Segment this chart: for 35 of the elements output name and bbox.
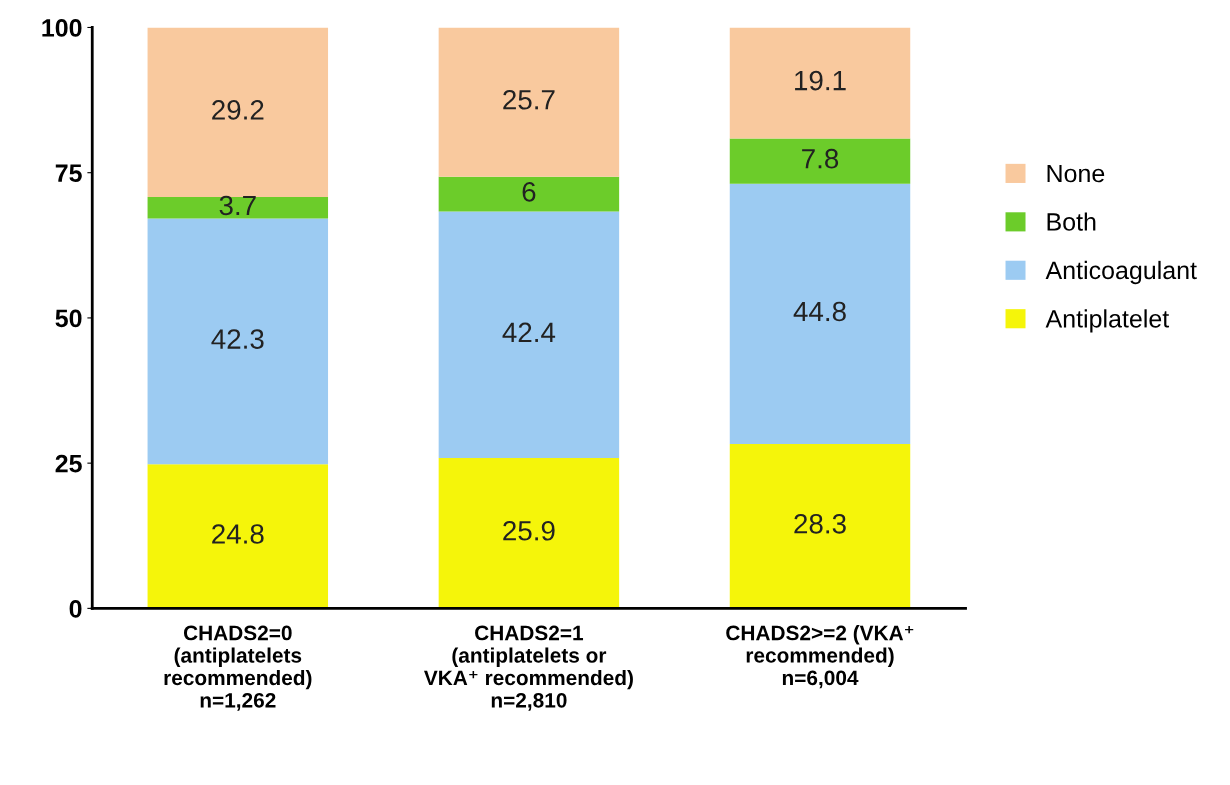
bar xyxy=(729,183,911,444)
y-tick-label: 0 xyxy=(69,599,82,618)
data-label: 6 xyxy=(522,181,536,202)
data-label: 28.3 xyxy=(794,513,846,534)
bar xyxy=(147,197,329,219)
bar xyxy=(729,443,911,609)
bar xyxy=(438,457,620,609)
bar xyxy=(438,176,620,212)
data-label: 3.7 xyxy=(219,195,256,216)
data-label: 44.8 xyxy=(793,301,846,322)
bar xyxy=(729,27,911,139)
bar xyxy=(438,27,620,177)
data-label: 25.9 xyxy=(503,520,555,541)
bar xyxy=(729,138,911,184)
legend-label: Anticoagulant xyxy=(1045,260,1197,285)
x-tick-label: CHADS2=0 (antiplatelets recommended) n=1,262 xyxy=(164,625,312,711)
y-tick-label: 50 xyxy=(55,309,82,328)
data-label: 29.2 xyxy=(212,100,264,120)
data-label: 19.1 xyxy=(795,70,846,91)
legend-label: Both xyxy=(1047,212,1096,231)
y-tick-label: 75 xyxy=(55,164,82,182)
y-tick-label: 100 xyxy=(42,19,82,37)
legend-label: None xyxy=(1047,164,1105,183)
data-label: 25.7 xyxy=(503,89,555,110)
data-label: 42.4 xyxy=(502,322,556,342)
x-tick-label: CHADS2=1 (antiplatelets or VKA⁺ recommended) n=2,810 xyxy=(423,625,633,711)
bar xyxy=(438,211,620,458)
x-tick-label: CHADS2>=2 (VKA⁺ recommended) n=6,004 xyxy=(726,625,914,689)
data-label: 24.8 xyxy=(212,524,264,544)
bar xyxy=(147,218,329,465)
data-label: 42.3 xyxy=(211,329,264,349)
y-tick-label: 25 xyxy=(55,454,82,473)
data-label: 7.8 xyxy=(802,148,839,169)
legend-label: Antiplatelet xyxy=(1045,309,1170,333)
bar xyxy=(147,464,329,609)
